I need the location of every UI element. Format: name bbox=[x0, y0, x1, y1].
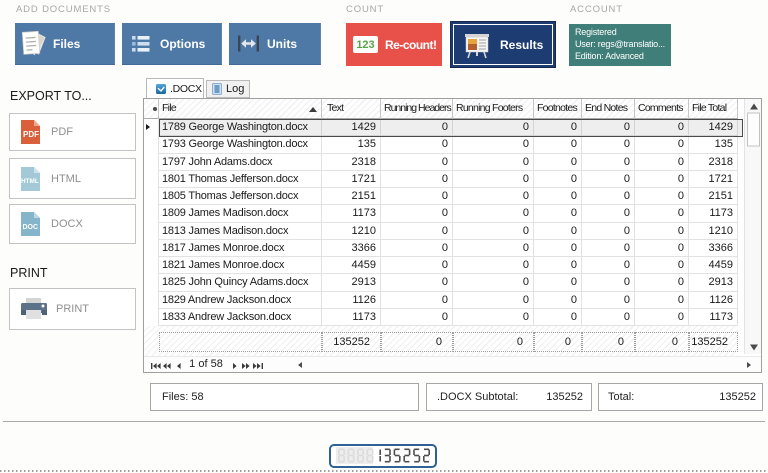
svg-text:HTML: HTML bbox=[21, 178, 39, 185]
svg-text:PDF: PDF bbox=[23, 130, 39, 139]
svg-text:DOC: DOC bbox=[23, 224, 39, 231]
